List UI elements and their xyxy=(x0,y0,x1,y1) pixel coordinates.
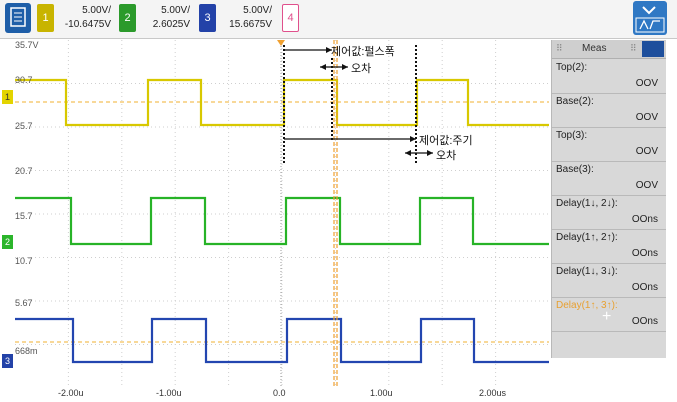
channel-2-settings[interactable]: 5.00V/ 2.6025V xyxy=(140,4,190,32)
ch2-scale-top: 20.7 xyxy=(15,166,33,176)
channel-1-volts-div: 5.00V/ xyxy=(82,5,111,16)
measurement-label: Base(3): xyxy=(556,164,594,175)
channel-3-offset: 15.6675V xyxy=(229,19,272,30)
channel-3-waveform xyxy=(15,317,549,364)
measurement-value: OOns xyxy=(631,316,658,327)
period-annotation: 제어값:주기 xyxy=(419,135,473,147)
trigger-button[interactable] xyxy=(633,1,667,35)
waveform-display[interactable] xyxy=(15,40,549,388)
measurement-value: OOns xyxy=(631,282,658,293)
ch2-scale-mid: 15.7 xyxy=(15,211,33,221)
measurement-panel: ⠿ Meas ⠿ Top(2): OOV Base(2): OOV Top(3): OOV… xyxy=(551,40,666,358)
measurement-panel-title: Meas xyxy=(582,43,607,54)
menu-button[interactable] xyxy=(5,3,31,33)
x-tick-0: -2.00u xyxy=(58,388,84,398)
measurement-separator xyxy=(552,127,666,128)
add-measurement-button[interactable]: + xyxy=(602,308,612,325)
measurement-label: Top(2): xyxy=(556,62,588,73)
measurement-separator xyxy=(552,331,666,332)
measurement-label: Top(3): xyxy=(556,130,588,141)
measurement-separator xyxy=(552,297,666,298)
measurement-value: OOV xyxy=(635,180,658,191)
ch1-scale-mid: 30.7 xyxy=(15,75,33,85)
error1-annotation: 오차 xyxy=(351,63,372,75)
trigger-position-marker xyxy=(277,40,285,46)
channel-2-waveform xyxy=(15,196,549,246)
x-tick-3: 1.00u xyxy=(370,388,393,398)
measurement-value: OOV xyxy=(635,146,658,157)
drag-handle-icon[interactable]: ⠿ xyxy=(556,43,563,53)
channel-3-volts-div: 5.00V/ xyxy=(243,5,272,16)
channel-2-volts-div: 5.00V/ xyxy=(161,5,190,16)
channel-3-settings[interactable]: 5.00V/ 15.6675V xyxy=(218,4,272,32)
ch3-scale-bottom: 668m xyxy=(15,346,38,356)
measurement-label: Base(2): xyxy=(556,96,594,107)
measurement-separator xyxy=(552,93,666,94)
channel-3-button[interactable]: 3 xyxy=(199,4,216,32)
measurement-value: OOns xyxy=(631,248,658,259)
measurement-value: OOns xyxy=(631,214,658,225)
channel-1-offset: -10.6475V xyxy=(64,19,111,30)
x-tick-4: 2.00us xyxy=(479,388,507,398)
measurement-value: OOV xyxy=(635,112,658,123)
ch1-scale-top: 35.7V xyxy=(15,40,39,50)
ch2-scale-bottom: 10.7 xyxy=(15,256,33,266)
channel-2-button[interactable]: 2 xyxy=(119,4,136,32)
ch3-scale-top: 5.67 xyxy=(15,298,33,308)
trigger-edge-icon xyxy=(635,6,665,33)
channel-4-button[interactable]: 4 xyxy=(282,4,299,32)
panel-tab-button[interactable] xyxy=(642,41,664,57)
measurement-label: Delay(1↑, 3↑): xyxy=(556,300,618,311)
x-tick-1: -1.00u xyxy=(156,388,182,398)
document-icon xyxy=(10,7,26,27)
x-tick-2: 0.0 xyxy=(273,388,286,398)
measurement-label: Delay(1↓, 2↓): xyxy=(556,198,618,209)
grid xyxy=(15,40,549,388)
top-toolbar: 1 5.00V/ -10.6475V 2 5.00V/ 2.6025V 3 5.… xyxy=(0,0,677,39)
measurement-value: OOV xyxy=(635,78,658,89)
channel-1-button[interactable]: 1 xyxy=(37,4,54,32)
channel-1-settings[interactable]: 5.00V/ -10.6475V xyxy=(57,4,111,32)
ch1-scale-bottom: 25.7 xyxy=(15,121,33,131)
measurement-separator xyxy=(552,195,666,196)
measurement-label: Delay(1↓, 3↓): xyxy=(556,266,618,277)
measurement-separator xyxy=(552,229,666,230)
pulse-width-annotation: 제어값:펄스폭 xyxy=(331,46,395,58)
error2-annotation: 오차 xyxy=(436,150,457,162)
channel-2-offset: 2.6025V xyxy=(152,19,190,30)
ch2-ground-marker[interactable]: 2 xyxy=(2,235,13,249)
drag-handle-icon[interactable]: ⠿ xyxy=(630,43,637,53)
measurement-panel-header: ⠿ Meas ⠿ xyxy=(552,40,666,59)
measurement-separator xyxy=(552,161,666,162)
measurement-separator xyxy=(552,263,666,264)
measurement-label: Delay(1↑, 2↑): xyxy=(556,232,618,243)
ch3-ground-marker[interactable]: 3 xyxy=(2,354,13,368)
ch1-ground-marker[interactable]: 1 xyxy=(2,90,13,104)
